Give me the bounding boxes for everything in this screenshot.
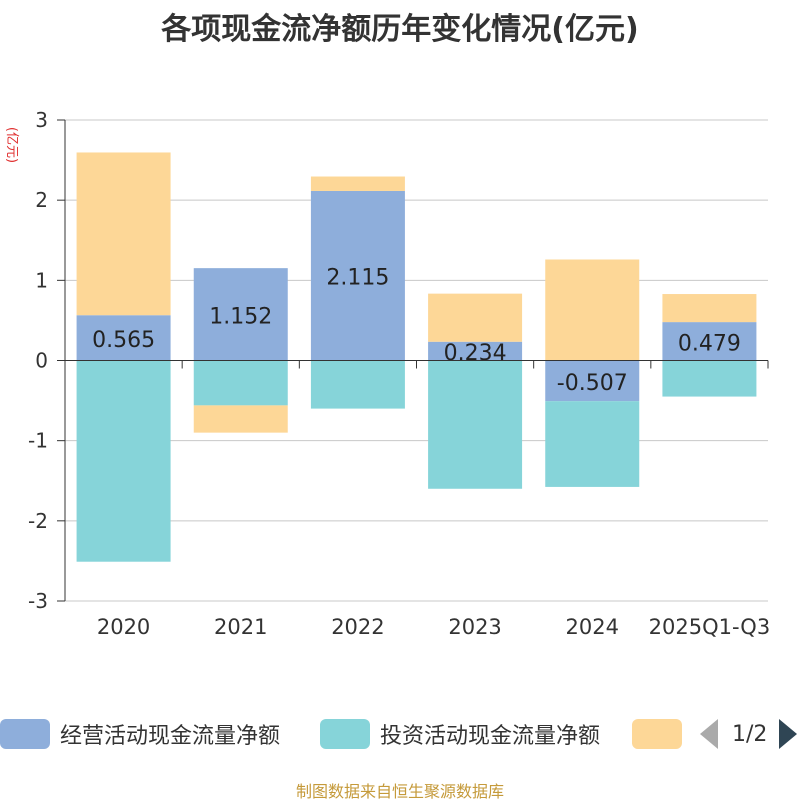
y-tick-label: 3 [35,108,48,132]
legend-item-financing[interactable] [632,716,692,752]
bar-financing-2024 [545,259,640,361]
y-tick-label: -3 [28,589,48,613]
chart-title: 各项现金流净额历年变化情况(亿元) [161,12,639,47]
legend-label-operating: 经营活动现金流量净额 [60,724,281,749]
bar-operating-2022 [310,190,405,361]
x-tick-label: 2020 [97,615,150,639]
x-tick-label: 2021 [214,615,267,639]
bar-operating-2024 [545,360,640,402]
legend-item-operating[interactable]: 经营活动现金流量净额 [0,716,280,752]
legend: 经营活动现金流量净额 投资活动现金流量净额 [0,716,800,756]
legend-swatch-operating [0,719,50,749]
legend-item-investing[interactable]: 投资活动现金流量净额 [320,716,600,752]
data-label-operating: 0.565 [92,328,155,353]
bar-operating-2020 [76,315,171,361]
bar-investing-2024 [545,401,640,487]
pager-next-icon[interactable] [779,719,798,749]
bar-investing-2020 [76,360,171,562]
pager-page-indicator: 1/2 [732,721,768,747]
y-axis-unit-label: (亿元) [4,127,19,163]
bar-investing-2022 [310,360,405,409]
data-label-operating: 2.115 [326,266,389,291]
data-label-operating: 1.152 [209,304,272,329]
source-note: 制图数据来自恒生聚源数据库 [295,782,504,800]
x-tick-label: 2023 [448,615,501,639]
legend-label-investing: 投资活动现金流量净额 [380,724,601,749]
data-label-operating: 0.479 [678,331,741,356]
legend-pager: 1/2 [700,716,798,752]
y-tick-label: 1 [35,268,48,292]
bar-investing-2023 [428,360,523,489]
y-tick-label: -2 [28,509,48,533]
bar-operating-2023 [428,341,523,361]
y-tick-label: 0 [35,349,48,373]
x-tick-label: 2024 [566,615,619,639]
x-tick-label: 2025Q1-Q3 [649,615,771,639]
bar-financing-2023 [428,293,523,342]
bar-financing-2021 [193,405,288,433]
bar-operating-2025Q1-Q3 [662,322,757,361]
bar-financing-2025Q1-Q3 [662,294,757,323]
bar-financing-2020 [76,152,171,316]
data-label-operating: 0.234 [444,341,507,366]
legend-swatch-investing [320,719,370,749]
bar-financing-2022 [310,176,405,191]
bar-investing-2025Q1-Q3 [662,360,757,397]
pager-prev-icon[interactable] [700,719,718,749]
legend-swatch-financing [632,719,682,749]
y-tick-label: 2 [35,188,48,212]
x-tick-label: 2022 [331,615,384,639]
y-tick-label: -1 [28,429,48,453]
bar-operating-2021 [193,268,288,361]
bar-investing-2021 [193,360,288,406]
data-label-operating: -0.507 [557,371,628,396]
